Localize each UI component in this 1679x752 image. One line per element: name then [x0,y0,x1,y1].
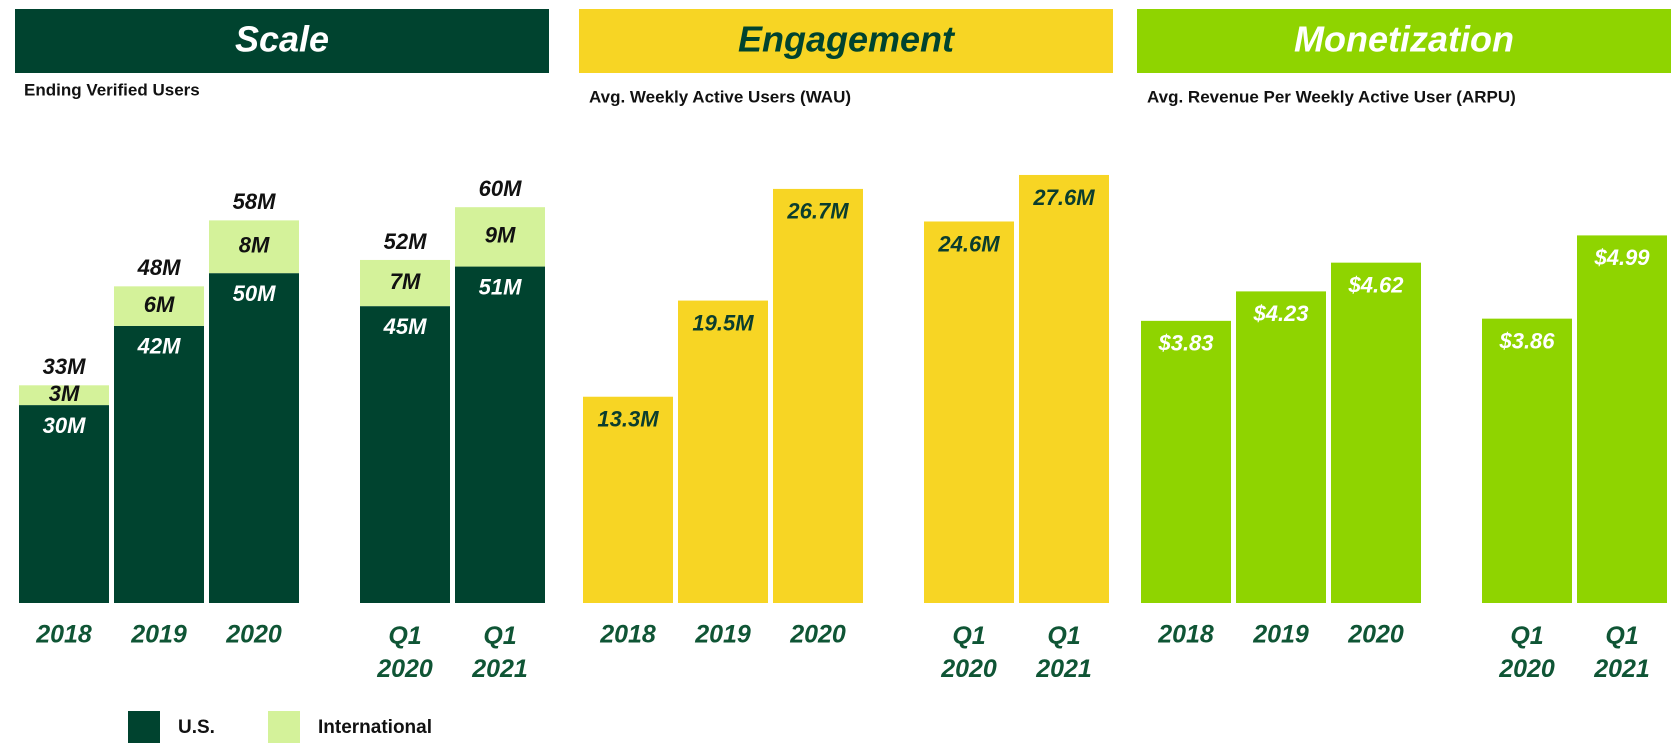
legend-label: International [318,717,432,738]
x-tick-label: Q1 2021 [1593,622,1650,683]
x-tick-label-line: Q1 [1047,622,1080,650]
x-tick-label: 2020 [225,621,282,649]
panel-subtitle: Avg. Revenue Per Weekly Active User (ARP… [1147,87,1516,106]
value-label: 42M [137,334,181,359]
bar [1577,235,1667,604]
x-tick-label: 2018 [35,621,92,649]
x-tick-label: 2018 [1157,621,1214,649]
x-tick-label-line: Q1 [1605,622,1638,650]
x-tick-label-line: 2021 [471,655,528,683]
value-label: 24.6M [937,231,1000,256]
x-tick-label: 2019 [1252,621,1309,649]
bar [773,188,863,604]
x-tick-label-line: 2020 [940,655,997,683]
x-tick-label: Q1 2020 [1498,622,1555,683]
total-label: 48M [137,255,181,280]
bar-segment [360,306,450,603]
bar [1236,291,1326,603]
x-tick-label: 2018 [599,621,656,649]
legend-swatch [128,711,160,743]
x-tick-label: Q1 2020 [376,622,433,683]
total-label: 58M [233,189,276,214]
x-tick-label: 2020 [1347,621,1404,649]
bar [1482,318,1572,603]
x-tick-label: Q1 2020 [940,622,997,683]
bar-segment [114,286,204,326]
x-tick-label: Q1 2021 [1035,622,1092,683]
legend-label: U.S. [178,717,215,738]
value-label: 6M [144,292,175,317]
value-label: 3M [49,381,80,406]
bar [924,221,1014,604]
x-tick-label-line: 2021 [1593,655,1650,683]
x-tick-label-line: 2021 [1035,655,1092,683]
header-band [1137,9,1671,73]
total-label: 33M [43,354,86,379]
bar [1019,174,1109,604]
bar [1331,262,1421,603]
legend-swatch [268,711,300,743]
x-tick-label-line: Q1 [483,622,516,650]
x-tick-label-line: Q1 [952,622,985,650]
bar-segment [455,266,545,603]
x-tick-label: Q1 2021 [471,622,528,683]
value-label: 26.7M [786,199,849,224]
panel-subtitle: Avg. Weekly Active Users (WAU) [589,87,851,106]
value-label: 51M [479,274,522,299]
bar-segment [455,207,545,267]
value-label: 7M [390,269,421,294]
bar-segment [209,273,299,603]
x-tick-label: 2020 [789,621,846,649]
value-label: 27.6M [1032,185,1095,210]
panel-title: Scale [235,19,329,60]
value-label: $4.99 [1593,245,1650,270]
value-label: 8M [239,233,270,258]
x-tick-label: 2019 [130,621,187,649]
bar-segment [114,325,204,603]
value-label: $3.86 [1498,328,1555,353]
value-label: $4.62 [1347,272,1404,297]
value-label: $3.83 [1157,331,1213,356]
value-label: 19.5M [692,310,754,335]
value-label: 9M [485,223,516,248]
bar-segment [19,405,109,603]
bar [583,396,673,603]
x-tick-label-line: 2020 [376,655,433,683]
value-label: 50M [233,281,276,306]
x-tick-label-line: Q1 [388,622,421,650]
header-band [15,9,549,73]
bar [678,300,768,603]
total-label: 60M [479,176,522,201]
x-tick-label-line: 2020 [1498,655,1555,683]
bar-segment [209,220,299,274]
x-tick-label: 2019 [694,621,751,649]
x-tick-label-line: Q1 [1510,622,1543,650]
value-label: 30M [43,413,86,438]
bar-segment [360,259,450,307]
total-label: 52M [384,229,427,254]
value-label: $4.23 [1252,301,1308,326]
panel-title: Engagement [738,19,956,60]
bar-segment [19,385,109,406]
bar [1141,320,1231,603]
value-label: 45M [383,314,427,339]
panel-title: Monetization [1294,19,1514,60]
panel-subtitle: Ending Verified Users [24,80,200,99]
value-label: 13.3M [597,407,659,432]
header-band [579,9,1113,73]
